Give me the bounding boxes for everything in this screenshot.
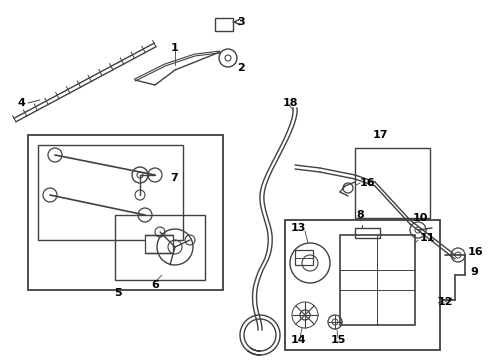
Text: 7: 7: [170, 173, 177, 183]
Bar: [354, 228, 379, 238]
Bar: [215, 18, 232, 31]
Bar: [354, 148, 429, 218]
Bar: [285, 220, 439, 350]
Bar: [115, 215, 204, 280]
Text: 6: 6: [151, 280, 159, 290]
Text: 1: 1: [171, 43, 179, 53]
Text: 17: 17: [371, 130, 387, 140]
Text: 8: 8: [355, 210, 363, 220]
Text: 18: 18: [282, 98, 297, 108]
Bar: [339, 235, 414, 325]
Bar: [28, 135, 223, 290]
Bar: [38, 145, 183, 240]
Text: 5: 5: [114, 288, 122, 298]
Text: 15: 15: [329, 335, 345, 345]
Text: 16: 16: [359, 178, 375, 188]
Text: 4: 4: [18, 98, 26, 108]
Text: 14: 14: [289, 335, 305, 345]
Text: 16: 16: [467, 247, 483, 257]
Text: 11: 11: [419, 233, 435, 243]
Text: 9: 9: [469, 267, 477, 277]
Bar: [145, 235, 173, 253]
Text: 3: 3: [237, 17, 244, 27]
Text: 10: 10: [411, 213, 427, 223]
Bar: [294, 250, 312, 265]
Text: 12: 12: [437, 297, 452, 307]
Text: 13: 13: [290, 223, 305, 233]
Text: 2: 2: [237, 63, 244, 73]
